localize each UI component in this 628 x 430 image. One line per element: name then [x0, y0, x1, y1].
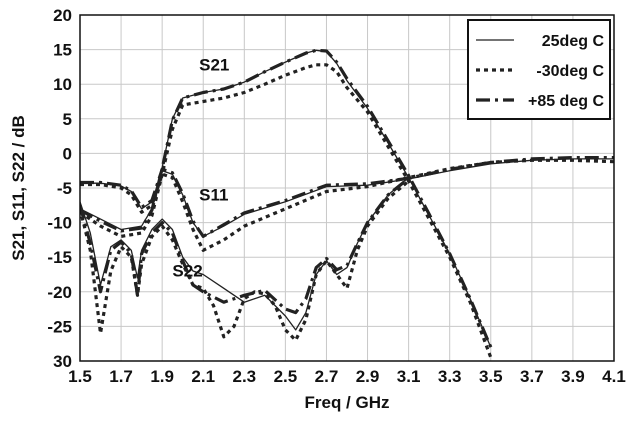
y-tick-label: 10 [53, 75, 72, 94]
x-tick-label: 3.9 [561, 367, 585, 386]
x-tick-label: 3.1 [397, 367, 421, 386]
annotation-s11: S11 [199, 185, 228, 204]
x-tick-label: 1.7 [109, 367, 133, 386]
legend-box [467, 19, 611, 120]
tick-labels: 1.5 1.7 1.9 2.1 2.3 2.5 2.7 2.9 3.1 3.3 3.5 3.7 3.9 4… [47, 6, 625, 386]
y-tick-label: -25 [47, 317, 72, 336]
annotations: S21 S11 S22 [172, 55, 229, 280]
y-tick-label: 5 [63, 110, 72, 129]
x-tick-label: 2.3 [232, 367, 256, 386]
series-s22-dotted [80, 179, 410, 342]
y-tick-label: -15 [47, 248, 72, 267]
x-tick-label: 1.9 [150, 367, 174, 386]
x-tick-label: 3.7 [520, 367, 544, 386]
x-tick-label: 2.5 [274, 367, 298, 386]
legend: 25deg C -30deg C +85 deg C [467, 19, 611, 120]
y-tick-label: -10 [47, 214, 72, 233]
y-tick-label: 15 [53, 41, 72, 60]
y-tick-label: 20 [53, 6, 72, 25]
series-s21-dotted [80, 63, 493, 359]
series-layer [80, 48, 614, 359]
series-s11-dashdot [80, 156, 614, 238]
x-tick-label: 1.5 [68, 367, 92, 386]
annotation-s21: S21 [199, 55, 229, 74]
x-tick-label: 2.9 [356, 367, 380, 386]
y-tick-label: 30 [53, 352, 72, 371]
legend-label-minus30deg: -30deg C [536, 63, 604, 80]
legend-label-25deg: 25deg C [542, 33, 605, 50]
series-s21-dashdot [80, 48, 493, 348]
y-tick-label: -20 [47, 283, 72, 302]
y-axis-title: S21, S11, S22 / dB [9, 115, 28, 261]
x-tick-label: 3.5 [479, 367, 503, 386]
x-tick-label: 3.3 [438, 367, 462, 386]
annotation-s22: S22 [172, 262, 202, 281]
y-tick-label: 0 [63, 144, 72, 163]
series-s22-solid [80, 177, 410, 331]
y-tick-label: -5 [57, 179, 72, 198]
x-tick-label: 2.7 [315, 367, 339, 386]
x-tick-label: 2.1 [191, 367, 215, 386]
plot-frame [79, 14, 615, 362]
legend-label-plus85deg: +85 deg C [528, 93, 604, 110]
series-s22-dashdot [80, 177, 410, 315]
x-tick-label: 4.1 [602, 367, 626, 386]
x-axis-title: Freq / GHz [304, 393, 389, 412]
